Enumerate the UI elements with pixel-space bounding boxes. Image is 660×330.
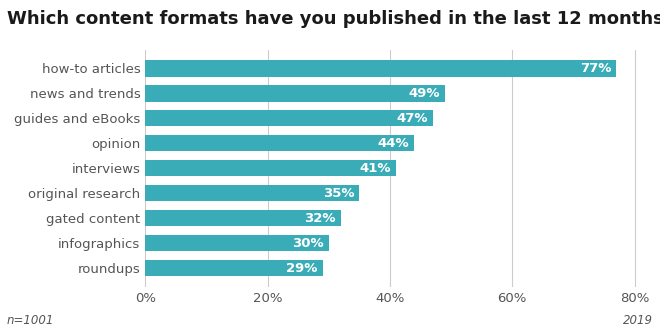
Bar: [145, 185, 359, 201]
Text: 29%: 29%: [286, 262, 317, 275]
Text: 47%: 47%: [396, 112, 428, 125]
Bar: [145, 210, 341, 226]
Bar: [145, 260, 323, 276]
Text: 32%: 32%: [304, 212, 336, 225]
Text: 77%: 77%: [580, 62, 611, 75]
Bar: [145, 85, 445, 102]
Bar: [145, 110, 433, 126]
Bar: [145, 60, 616, 77]
Text: 44%: 44%: [378, 137, 409, 150]
Text: 49%: 49%: [409, 87, 440, 100]
Bar: [145, 160, 396, 177]
Text: 30%: 30%: [292, 237, 324, 250]
Text: 2019: 2019: [624, 314, 653, 327]
Bar: [145, 235, 329, 251]
Text: n=1001: n=1001: [7, 314, 54, 327]
Text: Which content formats have you published in the last 12 months?: Which content formats have you published…: [7, 10, 660, 28]
Text: 35%: 35%: [323, 187, 354, 200]
Text: 41%: 41%: [360, 162, 391, 175]
Bar: [145, 135, 414, 151]
